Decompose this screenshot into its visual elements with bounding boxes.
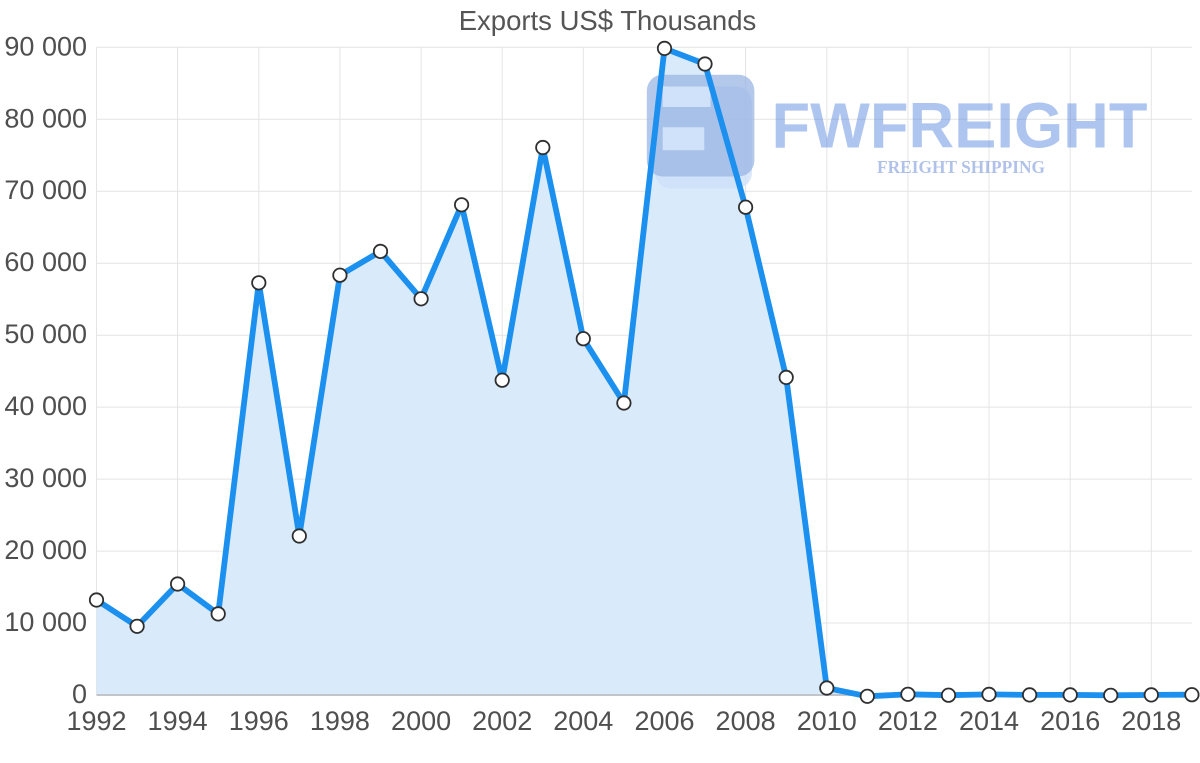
svg-text:90 000: 90 000 xyxy=(4,31,87,61)
svg-text:2000: 2000 xyxy=(391,706,451,736)
svg-text:2018: 2018 xyxy=(1121,706,1181,736)
svg-text:60 000: 60 000 xyxy=(4,247,87,277)
svg-text:2004: 2004 xyxy=(553,706,613,736)
svg-text:40 000: 40 000 xyxy=(4,391,87,421)
svg-text:2008: 2008 xyxy=(716,706,776,736)
svg-text:70 000: 70 000 xyxy=(4,175,87,205)
svg-text:1992: 1992 xyxy=(66,706,126,736)
svg-text:2002: 2002 xyxy=(472,706,532,736)
svg-text:2016: 2016 xyxy=(1040,706,1100,736)
svg-text:30 000: 30 000 xyxy=(4,463,87,493)
svg-text:FWFREIGHT: FWFREIGHT xyxy=(772,90,1148,162)
svg-text:Exports US$ Thousands: Exports US$ Thousands xyxy=(459,5,757,36)
svg-text:0: 0 xyxy=(72,679,87,709)
svg-text:2014: 2014 xyxy=(959,706,1019,736)
svg-text:50 000: 50 000 xyxy=(4,319,87,349)
svg-text:FREIGHT SHIPPING: FREIGHT SHIPPING xyxy=(877,157,1045,177)
svg-text:2006: 2006 xyxy=(634,706,694,736)
svg-text:20 000: 20 000 xyxy=(4,535,87,565)
svg-text:1994: 1994 xyxy=(148,706,208,736)
svg-text:2012: 2012 xyxy=(878,706,938,736)
svg-text:10 000: 10 000 xyxy=(4,607,87,637)
svg-text:80 000: 80 000 xyxy=(4,103,87,133)
svg-text:2010: 2010 xyxy=(797,706,857,736)
svg-text:1996: 1996 xyxy=(229,706,289,736)
svg-text:1998: 1998 xyxy=(310,706,370,736)
